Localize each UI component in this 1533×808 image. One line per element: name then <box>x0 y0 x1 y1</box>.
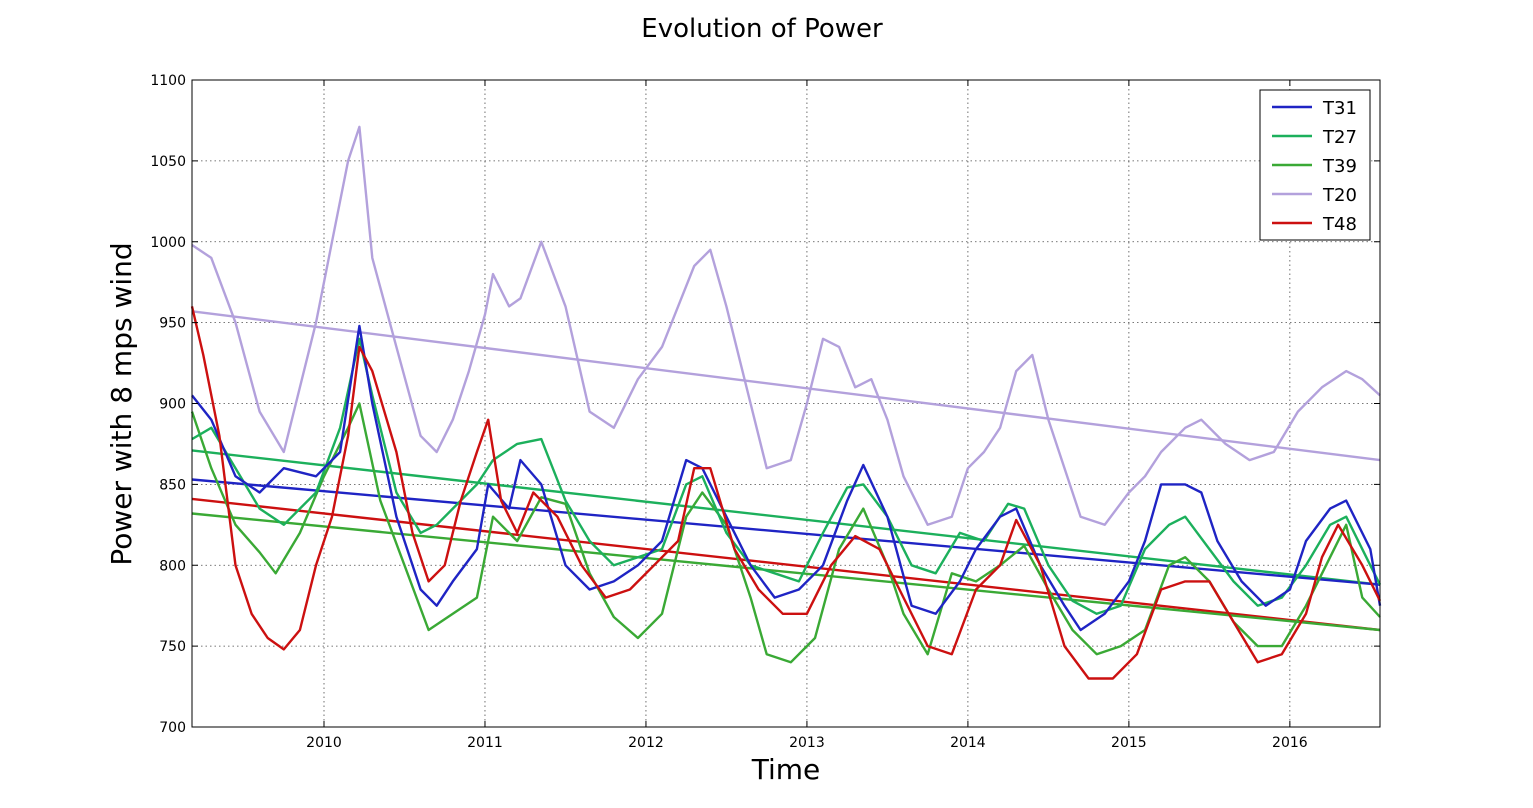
y-tick-label: 800 <box>159 558 186 574</box>
chart-title: Evolution of Power <box>641 14 883 44</box>
ticks: 2010 2011 2012 2013 2014 2015 2016 700 750 800 850… <box>150 73 1380 751</box>
x-tick-label: 2011 <box>467 735 503 751</box>
legend-label: T31 <box>1322 98 1357 119</box>
x-tick-label: 2016 <box>1272 735 1308 751</box>
y-tick-label: 750 <box>159 639 186 655</box>
y-tick-label: 850 <box>159 477 186 493</box>
series-t48 <box>190 306 1382 680</box>
legend-label: T39 <box>1322 156 1357 177</box>
legend-label: T20 <box>1322 185 1357 206</box>
y-tick-label: 1050 <box>150 154 186 170</box>
x-axis-title: Time <box>751 753 821 786</box>
x-tick-label: 2015 <box>1111 735 1147 751</box>
series-layer <box>190 125 1382 680</box>
trend-line <box>191 512 1381 632</box>
y-tick-label: 950 <box>159 316 186 332</box>
y-tick-label: 700 <box>159 720 186 736</box>
legend-label: T27 <box>1322 127 1357 148</box>
series-t39 <box>190 402 1381 664</box>
y-tick-label: 1100 <box>150 73 186 89</box>
trend-line <box>191 310 1381 462</box>
y-tick-label: 1000 <box>150 235 186 251</box>
series-t31 <box>191 324 1382 632</box>
y-tick-label: 900 <box>159 397 186 413</box>
y-axis-title: Power with 8 mps wind <box>105 242 138 565</box>
x-tick-label: 2012 <box>628 735 664 751</box>
grid <box>192 80 1380 727</box>
series-t20 <box>191 125 1381 526</box>
x-tick-label: 2010 <box>306 735 342 751</box>
trend-line <box>191 497 1381 632</box>
trend-line <box>191 449 1381 586</box>
trend-line <box>191 478 1381 586</box>
legend-label: T48 <box>1322 214 1357 235</box>
x-tick-label: 2014 <box>950 735 986 751</box>
series-t27 <box>191 337 1382 615</box>
x-tick-label: 2013 <box>789 735 825 751</box>
legend: T31 T27 T39 T20 T48 <box>1259 89 1371 241</box>
